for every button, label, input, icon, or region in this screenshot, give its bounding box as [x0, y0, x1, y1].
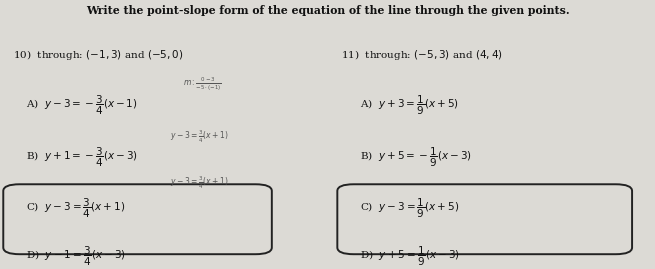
Text: 11)  through: $(-5, 3)$ and $(4, 4)$: 11) through: $(-5, 3)$ and $(4, 4)$: [341, 48, 502, 62]
Text: 10)  through: $(-1, 3)$ and $(-5, 0)$: 10) through: $(-1, 3)$ and $(-5, 0)$: [13, 48, 183, 62]
Text: Write the point-slope form of the equation of the line through the given points.: Write the point-slope form of the equati…: [86, 5, 569, 16]
Text: B)  $y+1=-\dfrac{3}{4}(x-3)$: B) $y+1=-\dfrac{3}{4}(x-3)$: [26, 145, 138, 168]
Text: $y-3=\frac{3}{4}(x+1)$: $y-3=\frac{3}{4}(x+1)$: [170, 175, 229, 191]
Text: $y-3=\frac{3}{4}(x+1)$: $y-3=\frac{3}{4}(x+1)$: [170, 129, 229, 145]
Text: D)  $y-1=\dfrac{3}{4}(x-3)$: D) $y-1=\dfrac{3}{4}(x-3)$: [26, 245, 126, 268]
Text: D)  $y+5=\dfrac{1}{9}(x-3)$: D) $y+5=\dfrac{1}{9}(x-3)$: [360, 245, 460, 268]
Text: C)  $y-3=\dfrac{1}{9}(x+5)$: C) $y-3=\dfrac{1}{9}(x+5)$: [360, 196, 460, 220]
Text: A)  $y-3=-\dfrac{3}{4}(x-1)$: A) $y-3=-\dfrac{3}{4}(x-1)$: [26, 94, 138, 117]
Text: C)  $y-3=\dfrac{3}{4}(x+1)$: C) $y-3=\dfrac{3}{4}(x+1)$: [26, 196, 126, 220]
Text: B)  $y+5=-\dfrac{1}{9}(x-3)$: B) $y+5=-\dfrac{1}{9}(x-3)$: [360, 145, 472, 168]
Text: A)  $y+3=\dfrac{1}{9}(x+5)$: A) $y+3=\dfrac{1}{9}(x+5)$: [360, 94, 459, 117]
Text: $m:\frac{0-3}{-5\cdot(-1)}$: $m:\frac{0-3}{-5\cdot(-1)}$: [183, 75, 222, 93]
